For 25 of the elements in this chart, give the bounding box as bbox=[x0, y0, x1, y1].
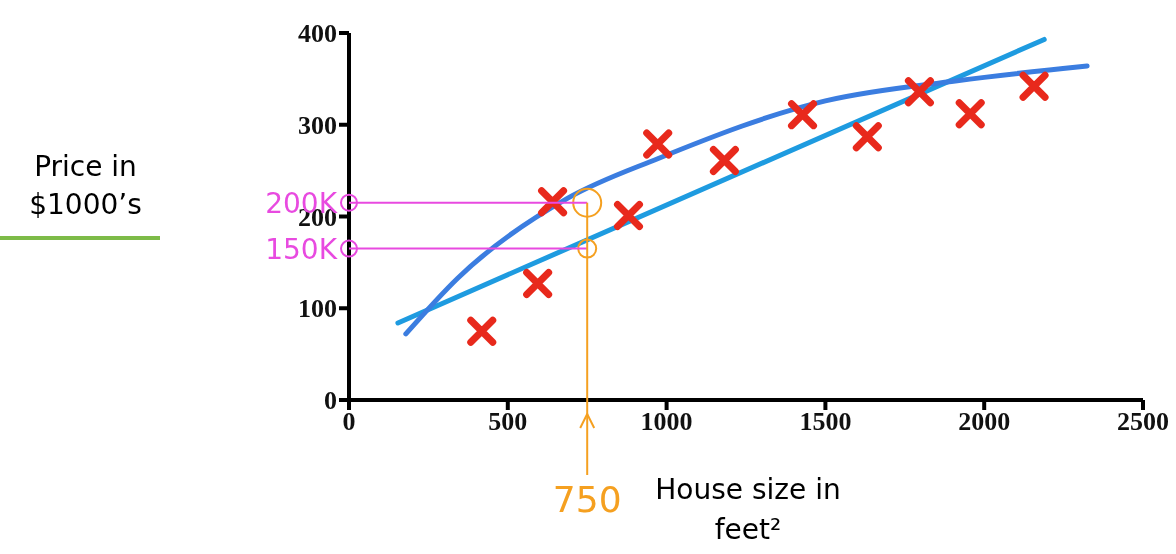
x-tick-label: 500 bbox=[488, 407, 528, 437]
text: Price in $1000’s bbox=[28, 149, 143, 223]
ref-line-label: 750 bbox=[552, 479, 622, 520]
y-tick-label: 100 bbox=[298, 294, 337, 324]
x-tick-label: 1500 bbox=[799, 407, 852, 437]
point bbox=[709, 146, 739, 176]
point bbox=[955, 99, 985, 129]
y-tick-label: 0 bbox=[324, 386, 337, 416]
y-tick-label: 300 bbox=[298, 110, 337, 140]
point bbox=[852, 122, 882, 152]
x-tick-label: 1000 bbox=[640, 407, 693, 437]
point bbox=[613, 201, 643, 231]
point bbox=[538, 187, 568, 217]
point bbox=[643, 129, 673, 159]
point bbox=[904, 77, 934, 107]
y-tick-label: 400 bbox=[298, 19, 337, 49]
point bbox=[523, 268, 553, 298]
x-axis-title: House size in feet² bbox=[654, 472, 842, 548]
point bbox=[1019, 71, 1049, 101]
x-tick-label: 2500 bbox=[1117, 407, 1169, 437]
ref-line-label: 150K bbox=[265, 232, 338, 266]
point bbox=[788, 100, 818, 130]
point bbox=[467, 316, 497, 346]
x-tick-label: 0 bbox=[342, 407, 356, 437]
x-tick-label: 2000 bbox=[958, 407, 1011, 437]
